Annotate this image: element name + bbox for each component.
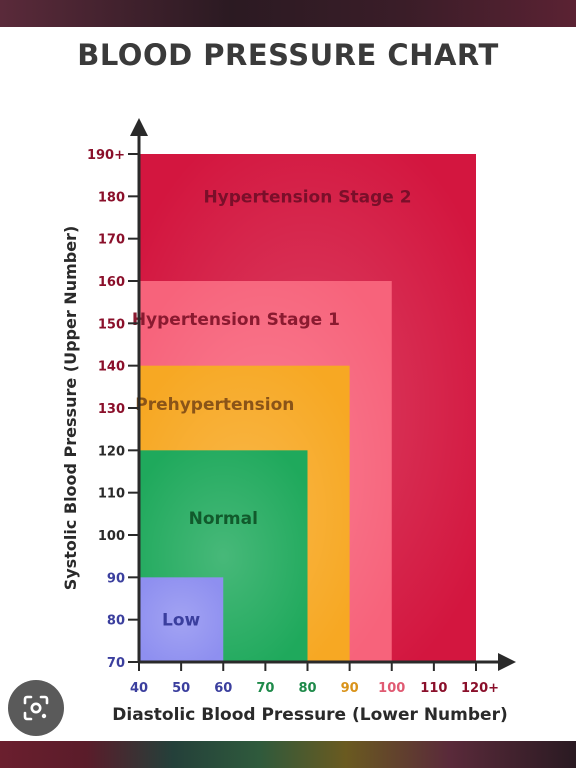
chart-title: BLOOD PRESSURE CHART [77, 38, 499, 72]
x-tick-label: 90 [341, 681, 359, 696]
y-tick-label: 80 [107, 614, 125, 629]
region-label-prehypertension: Prehypertension [135, 395, 294, 415]
y-tick-label: 140 [98, 360, 125, 375]
x-axis-label: Diastolic Blood Pressure (Lower Number) [112, 705, 507, 725]
x-axis-arrow [498, 653, 516, 671]
x-tick-label: 40 [130, 681, 148, 696]
y-axis-label: Systolic Blood Pressure (Upper Number) [61, 226, 80, 591]
y-tick-label: 110 [98, 487, 125, 502]
x-tick-label: 60 [214, 681, 232, 696]
top-image-strip [0, 0, 576, 27]
x-tick-label: 70 [256, 681, 274, 696]
bottom-image-strip [0, 741, 576, 768]
region-label-hypertension-stage-1: Hypertension Stage 1 [132, 310, 340, 330]
google-lens-button[interactable] [8, 680, 64, 736]
y-tick-label: 150 [98, 317, 125, 332]
y-tick-label: 70 [107, 656, 125, 671]
y-tick-label: 190+ [87, 148, 125, 163]
y-tick-label: 130 [98, 402, 125, 417]
y-tick-label: 170 [98, 233, 125, 248]
y-axis-arrow [130, 118, 148, 136]
y-tick-label: 90 [107, 571, 125, 586]
region-label-hypertension-stage-2: Hypertension Stage 2 [203, 187, 411, 207]
x-tick-label: 50 [172, 681, 190, 696]
region-label-normal: Normal [189, 509, 258, 529]
google-lens-icon [23, 695, 49, 721]
y-tick-label: 120 [98, 444, 125, 459]
region-label-low: Low [162, 611, 201, 631]
x-tick-label: 120+ [461, 681, 499, 696]
y-tick-label: 180 [98, 190, 125, 205]
x-tick-label: 110 [420, 681, 447, 696]
y-tick-label: 160 [98, 275, 125, 290]
x-tick-label: 100 [378, 681, 405, 696]
x-tick-label: 80 [298, 681, 316, 696]
region-glow-low [139, 577, 224, 662]
y-tick-label: 100 [98, 529, 125, 544]
